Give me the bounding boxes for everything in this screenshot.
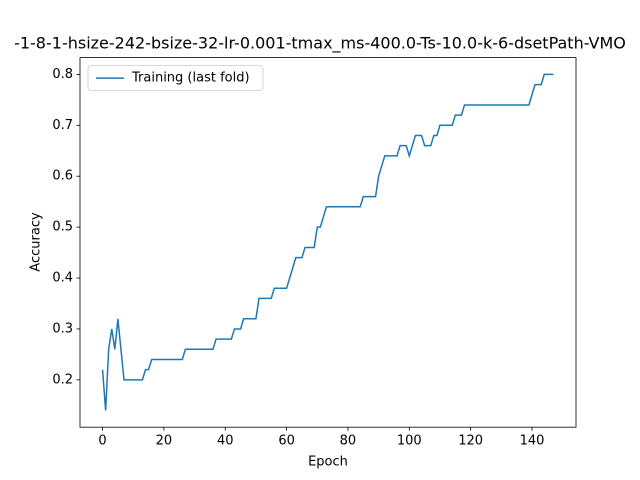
legend-box [87, 65, 264, 91]
y-tick-label: 0.4 [52, 271, 73, 286]
y-tick-label: 0.6 [52, 169, 73, 184]
y-tick-label: 0.5 [52, 220, 73, 235]
x-tick-label: 80 [340, 434, 357, 449]
legend-label: Training (last fold) [131, 71, 250, 86]
axes-frame [79, 57, 577, 428]
y-tick-label: 0.8 [52, 67, 73, 82]
x-tick-label: 40 [217, 434, 234, 449]
y-tick-label: 0.7 [52, 118, 73, 133]
x-axis-label: Epoch [308, 455, 348, 470]
x-tick-label: 140 [520, 434, 545, 449]
x-tick-label: 120 [458, 434, 483, 449]
y-axis-label: Accuracy [29, 212, 44, 272]
chart-title: -1-8-1-hsize-242-bsize-32-lr-0.001-tmax_… [14, 34, 626, 54]
x-tick-label: 60 [278, 434, 295, 449]
y-tick-label: 0.2 [52, 372, 73, 387]
x-tick-label: 100 [397, 434, 422, 449]
x-tick-label: 0 [98, 434, 106, 449]
x-tick-label: 20 [156, 434, 173, 449]
data-line [101, 73, 554, 411]
y-tick-label: 0.3 [52, 321, 73, 336]
